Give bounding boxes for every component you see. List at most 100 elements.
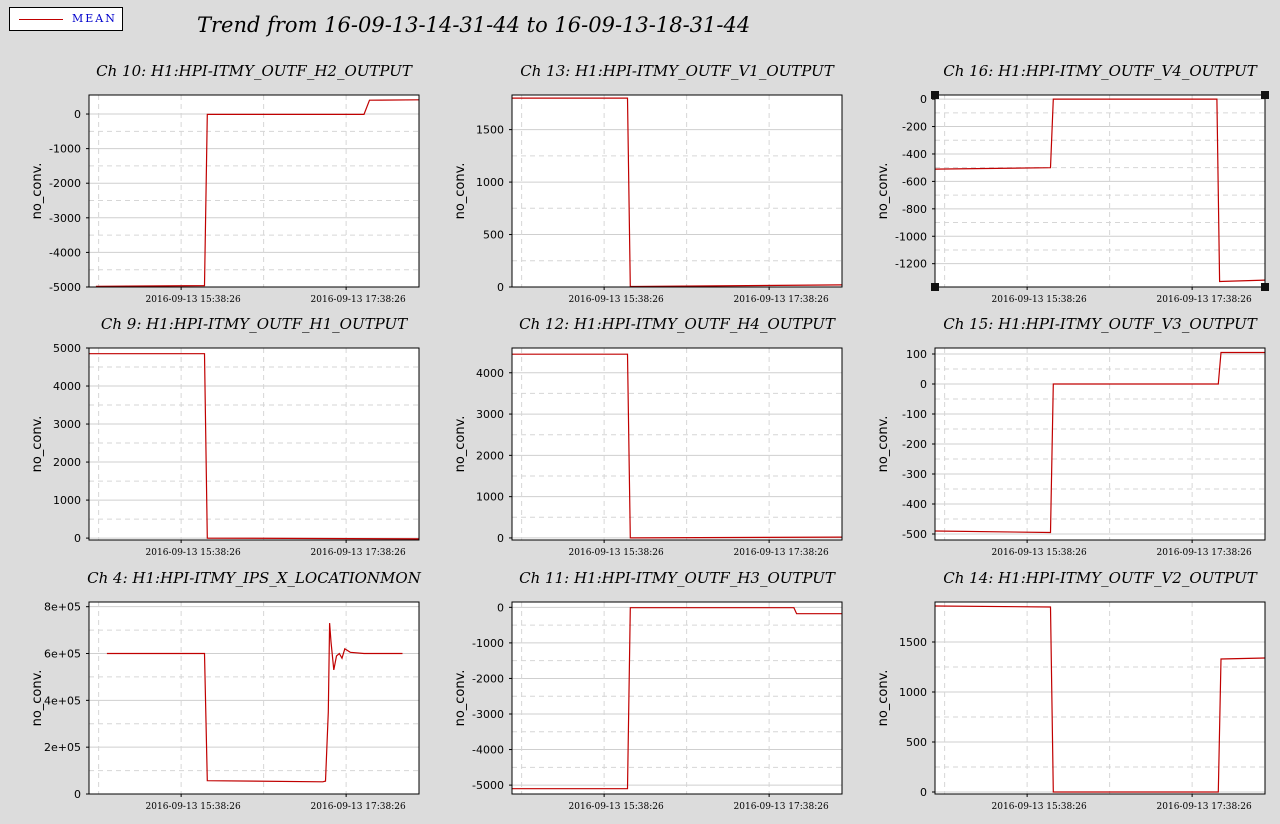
y-axis-label: no_conv. xyxy=(453,670,468,727)
y-tick-label: 2000 xyxy=(476,449,504,462)
y-axis-label: no_conv. xyxy=(30,416,45,473)
selection-handle[interactable] xyxy=(1261,91,1269,99)
y-tick-label: 1000 xyxy=(899,686,927,699)
chart-panel-6: Ch 15: H1:HPI-ITMY_OUTF_V3_OUTPUT no_conv… xyxy=(876,315,1266,558)
chart-title: Ch 14: H1:HPI-ITMY_OUTF_V2_OUTPUT xyxy=(943,569,1257,587)
y-tick-label: 0 xyxy=(920,93,927,106)
series-line-mean xyxy=(934,98,1266,283)
y-tick-label: 4e+05 xyxy=(44,694,81,707)
y-tick-label: 500 xyxy=(906,736,927,749)
chart-panel-4: Ch 9: H1:HPI-ITMY_OUTF_H1_OUTPUT no_conv.… xyxy=(30,315,420,558)
y-tick-label: -100 xyxy=(902,408,927,421)
y-tick-label: -200 xyxy=(902,438,927,451)
page-title: Trend from 16-09-13-14-31-44 to 16-09-13… xyxy=(197,13,751,37)
y-tick-label: -1200 xyxy=(895,258,927,271)
y-tick-label: 1000 xyxy=(53,494,81,507)
plot-frame xyxy=(934,601,1266,795)
x-tick-label: 2016-09-13 15:38:26 xyxy=(146,548,241,558)
x-tick-label: 2016-09-13 15:38:26 xyxy=(569,295,664,305)
y-tick-label: -1000 xyxy=(49,143,81,156)
y-tick-label: 4000 xyxy=(53,380,81,393)
x-tick-label: 2016-09-13 15:38:26 xyxy=(569,802,664,812)
y-tick-label: 1000 xyxy=(476,491,504,504)
y-tick-label: 0 xyxy=(497,281,504,294)
y-axis-label: no_conv. xyxy=(876,416,891,473)
y-axis-label: no_conv. xyxy=(453,416,468,473)
chart-panel-1: Ch 10: H1:HPI-ITMY_OUTF_H2_OUTPUT no_conv… xyxy=(30,62,420,305)
y-tick-label: 4000 xyxy=(476,367,504,380)
selection-handle[interactable] xyxy=(1261,283,1269,291)
series-line-mean xyxy=(89,353,420,540)
y-tick-label: -1000 xyxy=(472,637,504,650)
x-tick-label: 2016-09-13 15:38:26 xyxy=(992,295,1087,305)
y-tick-label: -5000 xyxy=(472,779,504,792)
y-tick-label: 6e+05 xyxy=(44,648,81,661)
y-tick-label: 0 xyxy=(497,601,504,614)
x-tick-label: 2016-09-13 15:38:26 xyxy=(146,295,241,305)
plot-area xyxy=(89,602,419,794)
series-line-mean xyxy=(512,353,843,539)
y-tick-label: -200 xyxy=(902,121,927,134)
plot-area xyxy=(935,602,1265,794)
selection-handle[interactable] xyxy=(931,91,939,99)
y-tick-label: -2000 xyxy=(49,177,81,190)
plot-area xyxy=(935,95,1265,287)
chart-panel-9: Ch 14: H1:HPI-ITMY_OUTF_V2_OUTPUT no_conv… xyxy=(876,569,1266,812)
chart-title: Ch 10: H1:HPI-ITMY_OUTF_H2_OUTPUT xyxy=(96,62,413,80)
y-tick-label: -3000 xyxy=(49,212,81,225)
x-tick-label: 2016-09-13 15:38:26 xyxy=(146,802,241,812)
x-tick-label: 2016-09-13 15:38:26 xyxy=(992,548,1087,558)
y-tick-label: -800 xyxy=(902,203,927,216)
y-tick-label: 8e+05 xyxy=(44,601,81,614)
y-tick-label: 2e+05 xyxy=(44,741,81,754)
y-tick-label: -600 xyxy=(902,175,927,188)
x-tick-label: 2016-09-13 17:38:26 xyxy=(311,802,406,812)
x-tick-label: 2016-09-13 17:38:26 xyxy=(734,802,829,812)
y-tick-label: 1000 xyxy=(476,176,504,189)
y-tick-label: 500 xyxy=(483,229,504,242)
y-tick-label: 5000 xyxy=(53,342,81,355)
plot-area xyxy=(89,95,419,287)
y-tick-label: 3000 xyxy=(53,418,81,431)
chart-title: Ch 16: H1:HPI-ITMY_OUTF_V4_OUTPUT xyxy=(943,62,1257,80)
y-axis-label: no_conv. xyxy=(30,670,45,727)
y-tick-label: 0 xyxy=(497,532,504,545)
series-line-mean xyxy=(934,605,1266,793)
y-tick-label: 0 xyxy=(74,788,81,801)
y-axis-label: no_conv. xyxy=(876,163,891,220)
x-tick-label: 2016-09-13 17:38:26 xyxy=(1157,802,1252,812)
x-tick-label: 2016-09-13 17:38:26 xyxy=(734,548,829,558)
plot-frame xyxy=(934,347,1266,541)
y-tick-label: 1500 xyxy=(899,636,927,649)
plot-frame xyxy=(934,94,1266,288)
plot-area xyxy=(512,348,842,540)
x-tick-label: 2016-09-13 17:38:26 xyxy=(1157,548,1252,558)
series-line-mean xyxy=(95,99,420,287)
plot-area xyxy=(512,602,842,794)
y-tick-label: 3000 xyxy=(476,408,504,421)
x-tick-label: 2016-09-13 17:38:26 xyxy=(311,548,406,558)
plot-frame xyxy=(88,347,420,541)
chart-title: Ch 11: H1:HPI-ITMY_OUTF_H3_OUTPUT xyxy=(519,569,836,587)
y-tick-label: -400 xyxy=(902,498,927,511)
plot-frame xyxy=(88,601,420,795)
y-tick-label: -500 xyxy=(902,528,927,541)
chart-title: Ch 15: H1:HPI-ITMY_OUTF_V3_OUTPUT xyxy=(943,315,1257,333)
y-tick-label: 0 xyxy=(920,378,927,391)
chart-panel-5: Ch 12: H1:HPI-ITMY_OUTF_H4_OUTPUT no_conv… xyxy=(453,315,843,558)
plot-frame xyxy=(511,347,843,541)
y-tick-label: 0 xyxy=(74,532,81,545)
chart-title: Ch 4: H1:HPI-ITMY_IPS_X_LOCATIONMON xyxy=(87,569,422,587)
y-tick-label: -300 xyxy=(902,468,927,481)
y-tick-label: 2000 xyxy=(53,456,81,469)
series-line-mean xyxy=(512,97,843,288)
y-tick-label: -4000 xyxy=(49,246,81,259)
chart-panel-7: Ch 4: H1:HPI-ITMY_IPS_X_LOCATIONMON no_co… xyxy=(30,569,422,812)
selection-handle[interactable] xyxy=(931,283,939,291)
y-tick-label: 0 xyxy=(920,786,927,799)
y-tick-label: -3000 xyxy=(472,708,504,721)
plot-frame xyxy=(511,601,843,795)
y-tick-label: 1500 xyxy=(476,124,504,137)
y-tick-label: 100 xyxy=(906,348,927,361)
y-tick-label: -400 xyxy=(902,148,927,161)
